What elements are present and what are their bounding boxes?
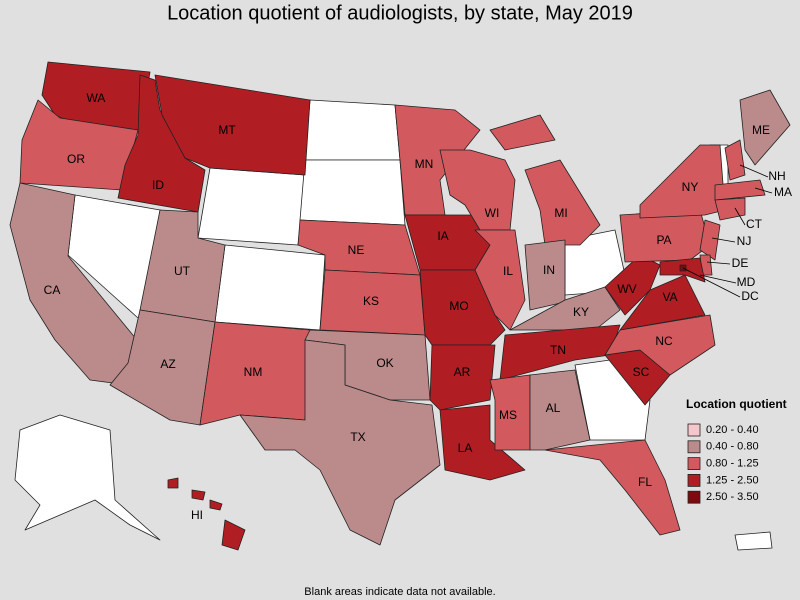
state-label: MA <box>774 185 792 199</box>
legend-label: 0.40 - 0.80 <box>706 441 759 453</box>
legend-swatch <box>687 457 701 471</box>
leader-line <box>754 187 773 194</box>
state-label: NH <box>768 169 785 183</box>
state-label: MS <box>499 408 517 422</box>
legend-title: Location quotient <box>686 397 787 411</box>
state-label: NM <box>244 365 263 379</box>
leader-line <box>706 261 731 265</box>
state-co <box>214 244 326 331</box>
leader-line <box>682 267 741 298</box>
legend: Location quotient 0.20 - 0.40 0.40 - 0.80… <box>686 397 787 504</box>
state-label: PA <box>656 233 671 247</box>
legend-swatch <box>687 490 701 504</box>
state <box>544 439 681 536</box>
state-label: SC <box>633 365 650 379</box>
state-label: MD <box>737 275 756 289</box>
state-label: WA <box>87 91 106 105</box>
state <box>739 89 791 166</box>
legend-swatch <box>687 440 701 454</box>
state-label: AL <box>546 401 561 415</box>
state-label: ID <box>152 178 164 192</box>
state <box>714 197 746 221</box>
state <box>529 369 591 451</box>
blank-states <box>14 99 773 551</box>
state-label: NJ <box>737 234 752 248</box>
state <box>639 144 726 219</box>
state-label: MT <box>218 123 236 137</box>
state <box>524 159 601 246</box>
state-label: VA <box>662 290 677 304</box>
state <box>429 344 496 411</box>
state <box>724 139 746 181</box>
state <box>439 404 526 481</box>
state <box>489 114 556 151</box>
legend-label: 2.50 - 3.50 <box>706 491 759 503</box>
state-label: WV <box>617 282 636 296</box>
state <box>239 339 441 546</box>
state-wy <box>197 167 306 246</box>
state-label: ME <box>752 123 770 137</box>
state <box>221 519 246 551</box>
state-label: WI <box>485 206 500 220</box>
state-label: CT <box>746 217 763 231</box>
state <box>509 286 621 331</box>
state-sd <box>299 159 406 226</box>
state-label: CA <box>44 283 61 297</box>
state-label: MO <box>449 299 468 313</box>
legend-swatch <box>687 423 701 437</box>
footnote: Blank areas indicate data not available. <box>304 586 495 598</box>
state <box>9 182 156 386</box>
state-label: NE <box>348 243 365 257</box>
state-label: OK <box>376 356 393 370</box>
state-label: LA <box>458 441 473 455</box>
leader-line <box>739 164 769 178</box>
leader-line <box>699 274 737 284</box>
state-label: TX <box>350 430 365 444</box>
legend-swatch <box>687 473 701 487</box>
state-label: IL <box>503 264 513 278</box>
state <box>699 219 721 261</box>
state-label: DE <box>732 256 749 270</box>
state-label: NC <box>655 334 673 348</box>
map-title: Location quotient of audiologists, by st… <box>167 2 633 24</box>
state-label: TN <box>550 343 566 357</box>
state-label: KY <box>573 305 589 319</box>
state-label: MN <box>415 157 434 171</box>
state-pr <box>734 531 773 551</box>
state <box>117 74 206 213</box>
state <box>499 324 621 381</box>
state <box>167 477 179 489</box>
state-label: UT <box>174 264 191 278</box>
state-label: AR <box>454 365 471 379</box>
state-label: IA <box>437 229 448 243</box>
state-label: AZ <box>160 357 175 371</box>
state <box>191 489 206 501</box>
leader-line <box>734 207 746 226</box>
states: WA OR CA ID MT UT AZ NM NE KS OK TX MN IA MO AR LA WI IL MI… <box>9 61 792 551</box>
state <box>394 104 481 216</box>
state-label: NY <box>682 180 699 194</box>
state <box>714 179 766 201</box>
legend-label: 1.25 - 2.50 <box>706 474 759 486</box>
state-label: MI <box>554 206 567 220</box>
state-label: KS <box>363 294 379 308</box>
state-nd <box>304 99 401 161</box>
state-label: OR <box>67 152 85 166</box>
state-label: IN <box>543 263 555 277</box>
state <box>489 374 531 451</box>
state-label: HI <box>191 508 203 522</box>
legend-label: 0.20 - 0.40 <box>706 424 759 436</box>
legend-label: 0.80 - 1.25 <box>706 458 759 470</box>
state-label: DC <box>741 289 759 303</box>
state <box>209 499 223 511</box>
state <box>474 229 526 331</box>
state-ak <box>14 414 161 541</box>
state <box>154 74 311 176</box>
leader-line <box>711 237 736 243</box>
state-label: FL <box>638 475 652 489</box>
